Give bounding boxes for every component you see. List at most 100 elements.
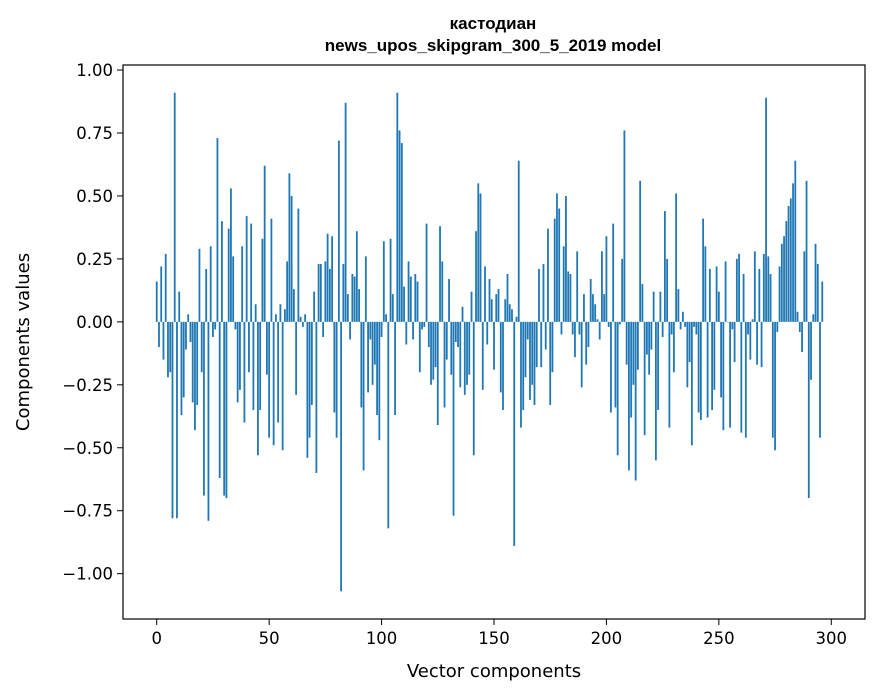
bar-50 [268, 321, 271, 438]
bar-131 [450, 321, 453, 375]
bar-229 [670, 321, 673, 335]
bar-257 [733, 321, 736, 363]
bar-104 [389, 238, 392, 322]
bar-217 [643, 321, 646, 436]
bar-144 [479, 193, 482, 322]
bar-40 [245, 216, 248, 322]
bar-208 [623, 130, 626, 322]
bar-126 [439, 226, 441, 322]
bar-75 [324, 261, 327, 322]
y-axis-ticks: 1.00 0.75 0.50 0.25 0.00 −0.25 −0.50 −0.75 −1.00 [62, 61, 123, 584]
bar-86 [349, 321, 351, 340]
bar-161 [517, 160, 520, 322]
x-tick-label: 200 [591, 629, 623, 648]
plot-frame [122, 64, 866, 620]
bar-236 [686, 321, 689, 388]
bar-244 [704, 246, 707, 322]
bar-276 [776, 321, 779, 332]
bar-19 [198, 248, 201, 322]
bar-102 [385, 314, 387, 322]
bar-287 [801, 321, 803, 353]
chart-subtitle: news_upos_skipgram_300_5_2019 model [325, 36, 661, 55]
bar-96 [371, 321, 374, 385]
bar-179 [558, 208, 561, 322]
bar-278 [780, 243, 783, 322]
bar-231 [675, 193, 678, 322]
bar-93 [364, 256, 367, 322]
bar-282 [789, 198, 792, 322]
bar-10 [178, 291, 181, 322]
bar-22 [205, 268, 208, 322]
bar-25 [212, 321, 214, 337]
bar-136 [461, 306, 464, 322]
bar-200 [605, 236, 608, 322]
bar-115 [414, 274, 417, 322]
bar-44 [254, 304, 257, 322]
bar-150 [493, 321, 495, 370]
bar-7 [171, 321, 174, 519]
bar-118 [421, 321, 423, 330]
bar-165 [526, 321, 529, 340]
bar-259 [738, 253, 740, 322]
bar-178 [556, 193, 558, 322]
bar-53 [275, 314, 277, 322]
bar-291 [810, 321, 812, 380]
bar-194 [592, 294, 594, 322]
bar-139 [468, 321, 471, 375]
bar-17 [194, 321, 196, 431]
bar-82 [340, 321, 342, 592]
bar-88 [353, 276, 356, 322]
bar-134 [457, 321, 459, 348]
bar-147 [486, 321, 489, 345]
bar-89 [355, 231, 358, 322]
bar-253 [724, 261, 727, 322]
bar-221 [652, 291, 655, 322]
bar-286 [798, 321, 801, 332]
bar-285 [796, 311, 799, 322]
bar-135 [459, 321, 462, 388]
bar-212 [632, 321, 635, 385]
bar-252 [722, 321, 725, 431]
bar-117 [418, 321, 421, 373]
bar-211 [630, 321, 633, 418]
bar-174 [547, 228, 549, 322]
bar-283 [792, 183, 794, 322]
bar-124 [434, 321, 437, 368]
bar-58 [286, 261, 289, 322]
bar-35 [234, 321, 237, 330]
bar-240 [695, 321, 698, 335]
bar-79 [333, 321, 336, 413]
bar-235 [684, 321, 687, 327]
bar-188 [578, 321, 581, 335]
bar-205 [616, 321, 619, 456]
bar-101 [382, 241, 385, 322]
bar-111 [405, 321, 408, 345]
bar-77 [328, 268, 331, 322]
bar-256 [731, 321, 734, 330]
bar-51 [270, 218, 273, 322]
bar-142 [475, 231, 477, 322]
bar-28 [218, 321, 221, 478]
bar-4 [164, 253, 167, 322]
bar-18 [196, 321, 199, 405]
bar-227 [666, 258, 669, 322]
bar-193 [589, 279, 592, 322]
bar-262 [744, 321, 747, 438]
bar-11 [180, 321, 183, 416]
bar-250 [717, 291, 720, 322]
bar-272 [767, 256, 770, 322]
bar-68 [308, 321, 311, 438]
bar-81 [337, 140, 340, 322]
bar-195 [594, 304, 597, 322]
y-tick-label: 0.00 [76, 313, 113, 332]
bar-226 [663, 211, 666, 322]
bar-214 [637, 321, 639, 370]
bar-9 [176, 321, 178, 519]
y-tick-label: −1.00 [62, 565, 113, 584]
bar-23 [207, 321, 210, 521]
bar-269 [760, 321, 763, 368]
bar-281 [787, 206, 790, 322]
bar-280 [785, 221, 788, 322]
bar-143 [477, 183, 480, 322]
